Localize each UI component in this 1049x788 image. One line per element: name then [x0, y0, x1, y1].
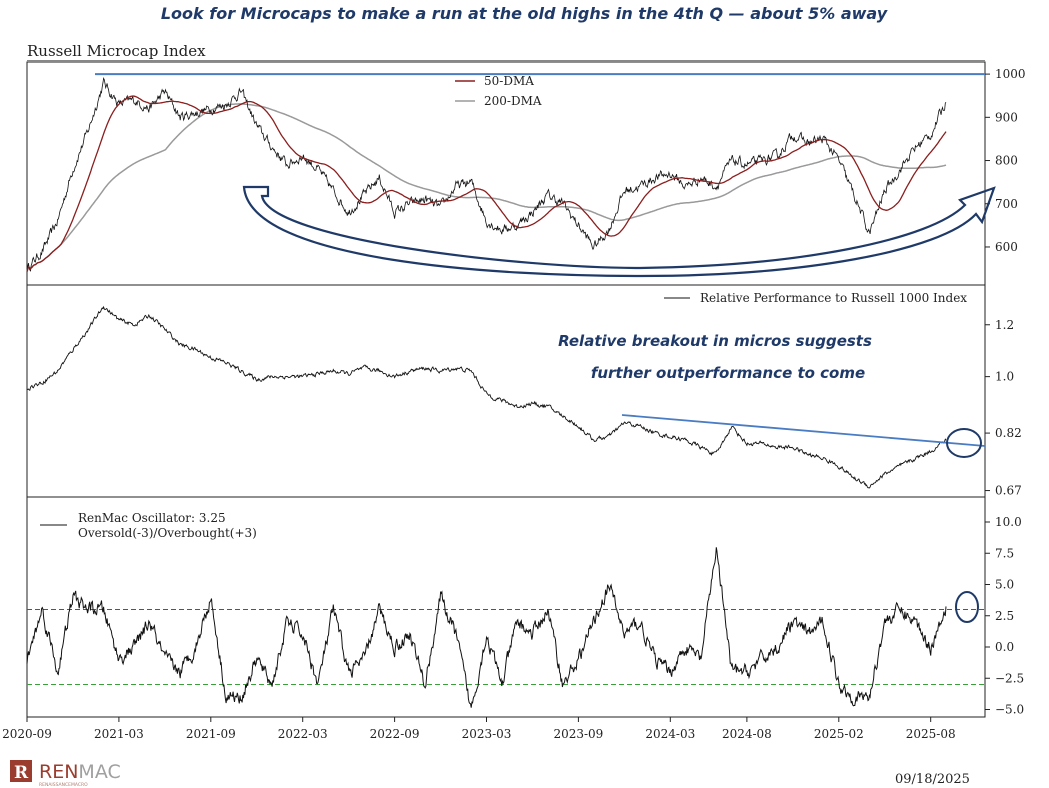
logo-letter: R	[14, 763, 29, 783]
y-tick-label: 1000	[995, 67, 1026, 81]
y-tick-label: 2.5	[995, 609, 1014, 623]
series-relative-performance	[26, 305, 947, 489]
x-tick-label: 2023-03	[462, 727, 512, 741]
panel-frame-2	[26, 496, 986, 718]
relative-annotation-line1: Relative breakout in micros suggests	[558, 332, 872, 350]
y-tick-label: 700	[995, 197, 1018, 211]
legend-label-oscillator: RenMac Oscillator: 3.25	[78, 511, 226, 525]
series-microcap-index	[26, 76, 947, 272]
oscillator-circle	[955, 591, 979, 623]
y-tick-label: 600	[995, 240, 1018, 254]
y-tick-label: 900	[995, 110, 1018, 124]
x-tick-label: 2025-08	[906, 727, 956, 741]
x-tick-label: 2022-09	[370, 727, 420, 741]
headline-annotation: Look for Microcaps to make a run at the …	[161, 4, 888, 23]
chart-title: Russell Microcap Index	[27, 42, 206, 60]
relative-annotation-line2: further outperformance to come	[591, 364, 865, 382]
legend-label-200dma: 200-DMA	[484, 94, 542, 108]
logo-mark	[10, 760, 32, 782]
cup-arrow-annotation	[242, 185, 996, 278]
x-tick-label: 2021-09	[186, 727, 236, 741]
renmac-logo: R RENMAC RENAISSANCEMACRO	[10, 760, 121, 788]
y-tick-label: 5.0	[995, 578, 1014, 592]
breakout-circle	[946, 428, 982, 458]
y-tick-label: −2.5	[995, 671, 1024, 685]
logo-wordmark: RENMAC	[39, 761, 121, 783]
x-tick-label: 2022-03	[278, 727, 328, 741]
series-50dma	[26, 95, 947, 272]
x-tick-label: 2021-03	[94, 727, 144, 741]
x-tick-label: 2025-02	[814, 727, 864, 741]
x-tick-label: 2020-09	[2, 727, 52, 741]
y-tick-label: 0.82	[995, 426, 1022, 440]
legend-label-50dma: 50-DMA	[484, 74, 534, 88]
y-tick-label: −5.0	[995, 703, 1024, 717]
legend-label-thresholds: Oversold(-3)/Overbought(+3)	[78, 526, 257, 540]
legend-label-relative: Relative Performance to Russell 1000 Ind…	[700, 291, 967, 305]
y-tick-label: 0.67	[995, 484, 1022, 498]
panel-frame-1	[26, 284, 986, 498]
series-renmac-oscillator	[26, 547, 947, 708]
y-tick-label: 1.2	[995, 318, 1014, 332]
y-tick-label: 10.0	[995, 515, 1022, 529]
relative-trendline	[621, 414, 986, 447]
date-stamp: 09/18/2025	[895, 772, 970, 787]
x-tick-label: 2024-03	[645, 727, 695, 741]
logo-tagline: RENAISSANCEMACRO	[39, 782, 88, 788]
y-tick-label: 800	[995, 154, 1018, 168]
x-tick-label: 2024-08	[722, 727, 772, 741]
x-tick-label: 2023-09	[553, 727, 603, 741]
y-tick-label: 1.0	[995, 370, 1014, 384]
y-tick-label: 0.0	[995, 640, 1014, 654]
series-200dma	[26, 103, 947, 272]
y-tick-label: 7.5	[995, 546, 1014, 560]
